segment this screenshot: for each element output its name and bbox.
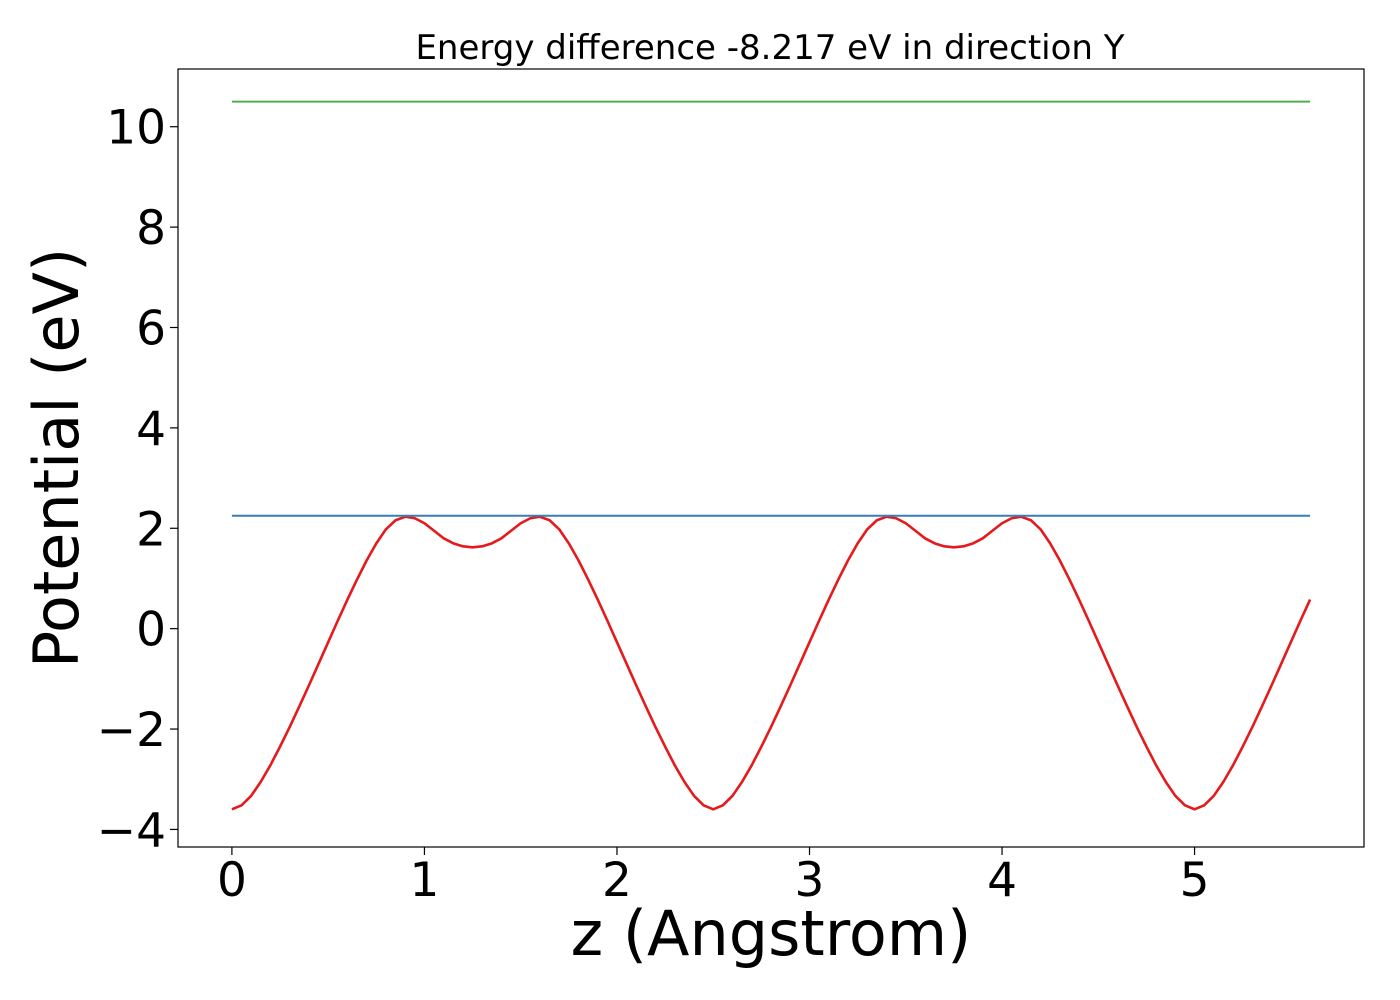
y-tick-label: 0 [136, 603, 166, 658]
plot-area-frame [177, 68, 1365, 848]
y-tick-label: 6 [136, 301, 166, 356]
y-tick-label: 2 [136, 502, 166, 557]
x-tick-label: 5 [1180, 853, 1210, 908]
x-tick-label: 4 [987, 853, 1017, 908]
y-tick-label: −2 [97, 703, 166, 758]
y-axis-ticks: −4 −2 0 2 4 6 8 10 [97, 101, 178, 858]
chart-title: Energy difference -8.217 eV in direction… [415, 28, 1124, 68]
x-tick-label: 1 [409, 853, 439, 908]
series-layer [231, 100, 1312, 811]
y-tick-label: 8 [136, 201, 166, 256]
x-axis-label: z (Angstrom) [571, 897, 972, 970]
y-axis-label: Potential (eV) [20, 248, 93, 668]
x-tick-label: 0 [217, 853, 247, 908]
x-axis-ticks: 0 1 2 3 4 5 [217, 847, 1210, 908]
potential-curve [231, 515, 1312, 811]
y-tick-label: 4 [136, 402, 166, 457]
y-tick-label: −4 [97, 803, 166, 858]
x-tick-label: 2 [602, 853, 632, 908]
x-tick-label: 3 [795, 853, 825, 908]
y-tick-label: 10 [106, 101, 166, 156]
